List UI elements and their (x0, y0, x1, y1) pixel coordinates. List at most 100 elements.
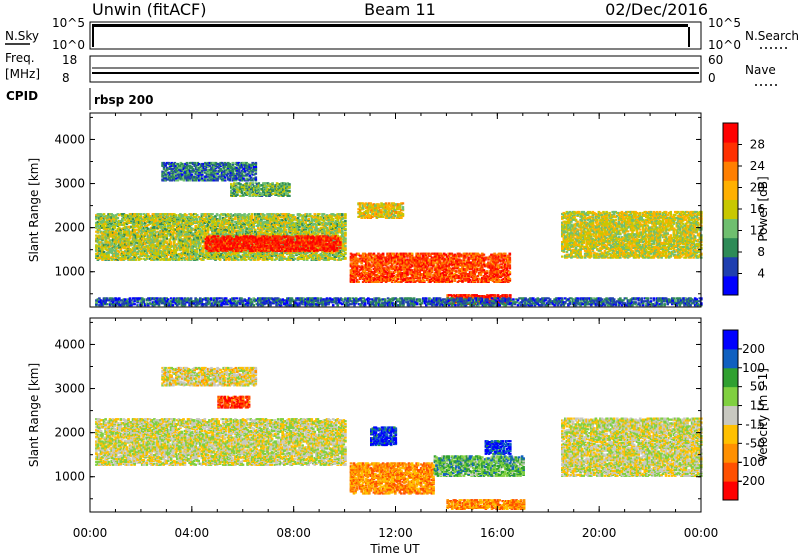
data-cell (344, 228, 347, 230)
data-cell (98, 243, 101, 245)
data-cell (270, 238, 273, 240)
nsky-trace (92, 24, 688, 27)
nsky-label: N.Sky (5, 29, 39, 43)
data-cell (341, 230, 344, 232)
data-cell (295, 248, 298, 250)
data-cell (307, 247, 310, 249)
data-cell (194, 225, 197, 227)
data-cell (243, 213, 246, 215)
data-cell (301, 235, 304, 237)
data-cell (344, 257, 347, 259)
data-cell (199, 228, 202, 230)
data-cell (294, 258, 297, 260)
data-cell (318, 213, 321, 215)
data-cell (324, 257, 327, 259)
data-cell (184, 252, 187, 254)
data-cell (240, 220, 243, 222)
data-cell (245, 259, 248, 261)
data-cell (303, 258, 306, 260)
data-cell (341, 213, 344, 215)
data-cell (110, 242, 113, 244)
data-cell (332, 218, 335, 220)
data-cell (254, 229, 257, 231)
data-cell (101, 249, 104, 251)
data-cell (103, 219, 106, 221)
freq-tick-top: 18 (62, 53, 77, 67)
data-cell (207, 224, 210, 226)
data-cell (117, 253, 120, 255)
data-cell (124, 229, 127, 231)
data-cell (281, 250, 284, 252)
data-cell (246, 254, 249, 256)
data-cell (297, 231, 300, 233)
data-cell (307, 232, 310, 234)
data-cell (263, 228, 266, 230)
data-cell (344, 242, 347, 244)
data-cell (248, 213, 251, 215)
data-cell (332, 252, 335, 254)
data-cell (338, 257, 341, 259)
nsky-tick-bottom-right: 10^0 (708, 38, 741, 52)
data-cell (344, 247, 347, 249)
data-cell (127, 229, 130, 231)
data-cell (217, 238, 220, 240)
cpid-label: CPID (6, 89, 38, 103)
data-cell (239, 234, 242, 236)
data-cell (219, 217, 222, 219)
data-cell (167, 254, 170, 256)
data-cell (214, 235, 217, 237)
cpid-row: CPID rbsp 200 (6, 88, 153, 110)
data-cell (214, 258, 217, 260)
data-cell (142, 236, 145, 238)
data-cell (344, 222, 347, 224)
data-cell (314, 213, 317, 215)
freq-frame (90, 56, 701, 82)
data-cell (245, 252, 248, 254)
data-cell (175, 214, 178, 216)
data-cell (321, 215, 324, 217)
data-cell (170, 241, 173, 243)
data-cell (344, 245, 347, 247)
data-cell (309, 213, 312, 215)
data-cell (269, 236, 272, 238)
data-cell (292, 236, 295, 238)
data-cell (323, 220, 326, 222)
data-cell (286, 233, 289, 235)
data-cell (103, 213, 106, 215)
data-cell (300, 252, 303, 254)
data-cell (182, 229, 185, 231)
nsky-end-marker (688, 27, 690, 47)
data-cell (286, 241, 289, 243)
data-cell (295, 253, 298, 255)
data-cell (164, 224, 167, 226)
data-cell (176, 249, 179, 251)
data-cell (242, 231, 245, 233)
data-cell (155, 247, 158, 249)
data-cell (182, 247, 185, 249)
data-cell (226, 250, 229, 252)
data-cell (212, 250, 215, 252)
data-cell (165, 256, 168, 258)
data-cell (199, 245, 202, 247)
data-cell (234, 218, 237, 220)
data-cell (249, 259, 252, 261)
data-cell (132, 218, 135, 220)
data-cell (292, 214, 295, 216)
data-cell (262, 224, 265, 226)
data-cell (222, 254, 225, 256)
data-cell (321, 256, 324, 258)
data-cell (306, 213, 309, 215)
data-cell (292, 255, 295, 257)
data-cell (291, 234, 294, 236)
data-cell (139, 215, 142, 217)
data-cell (123, 224, 126, 226)
data-cell (277, 217, 280, 219)
data-cell (283, 256, 286, 258)
data-cell (230, 213, 233, 215)
data-cell (333, 258, 336, 260)
data-cell (294, 216, 297, 218)
data-cell (124, 246, 127, 248)
data-cell (242, 229, 245, 231)
data-cell (165, 241, 168, 243)
